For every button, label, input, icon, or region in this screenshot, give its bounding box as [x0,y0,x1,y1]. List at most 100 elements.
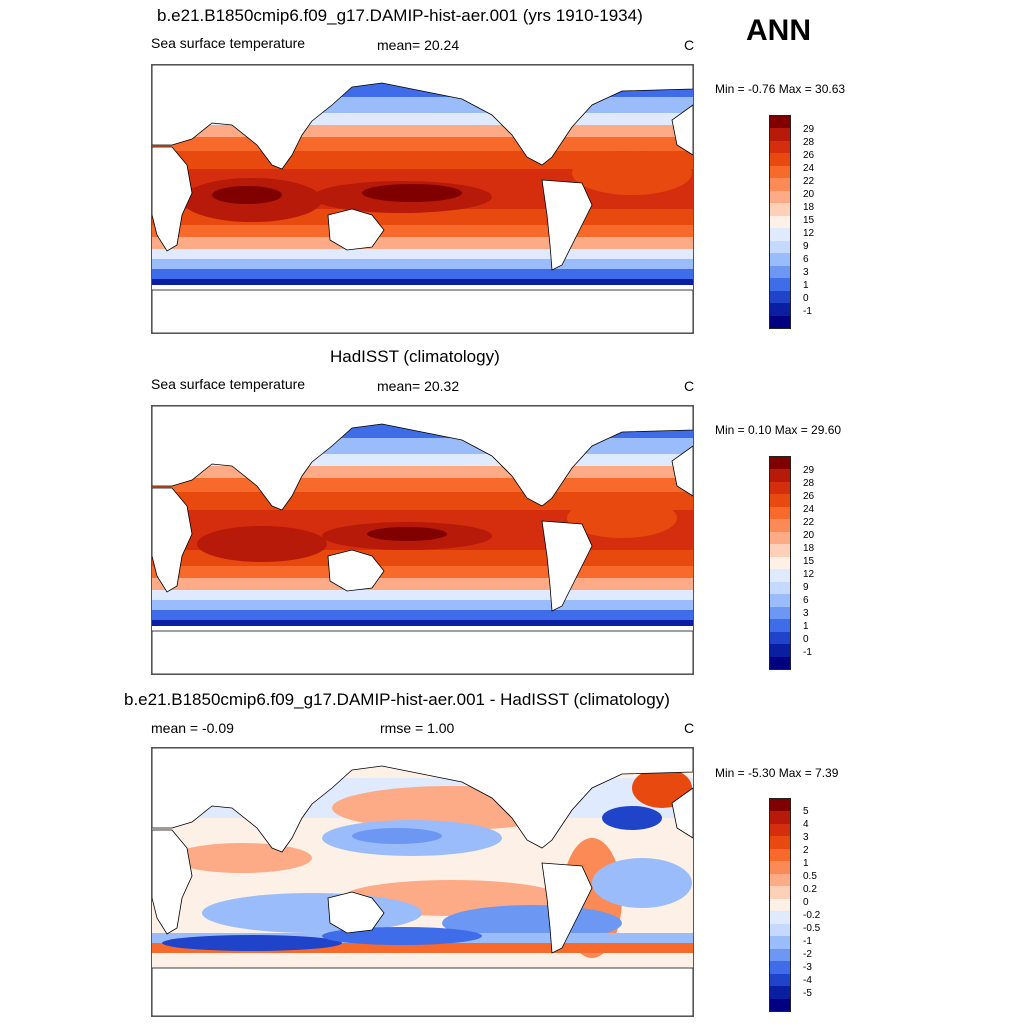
colorbar-segment [770,494,790,507]
colorbar-tick-label: -2 [803,949,812,960]
colorbar-tick-label: 1 [803,858,809,869]
panel-1-map [151,64,694,334]
colorbar-segment [770,303,790,316]
colorbar-segment [770,848,790,862]
colorbar-segment [770,836,790,849]
colorbar-segment [770,936,790,949]
colorbar-segment [770,594,790,607]
colorbar-segment [770,961,790,974]
colorbar-segment [770,506,790,520]
colorbar-segment [770,619,790,632]
colorbar-tick-label: 3 [803,832,809,843]
colorbar-tick-label: 20 [803,530,815,541]
colorbar-segment [770,240,790,254]
colorbar-tick-label: 26 [803,150,815,161]
colorbar-tick-label: 12 [803,569,815,580]
colorbar-segment [770,140,790,154]
colorbar-tick-label: 3 [803,608,809,619]
panel-2-units-label: C [684,378,695,394]
panel-3-minmax-label: Min = -5.30 Max = 7.39 [715,766,839,780]
colorbar-tick-label: 0.2 [803,884,817,895]
colorbar-segment [770,531,790,545]
colorbar-segment [770,886,790,899]
colorbar-tick-label: 5 [803,806,809,817]
colorbar-tick-label: 9 [803,241,809,252]
colorbar-segment [770,290,790,304]
colorbar-segment [770,986,790,999]
colorbar-tick-label: 22 [803,517,815,528]
colorbar-tick-label: 0 [803,634,809,645]
colorbar-tick-label: 22 [803,176,815,187]
colorbar-segment [770,556,790,570]
panel-2-variable-label: Sea surface temperature [151,376,306,392]
panel-3-title: b.e21.B1850cmip6.f09_g17.DAMIP-hist-aer.… [124,690,670,709]
panel-3-units-label: C [684,720,695,736]
colorbar-segment [770,457,790,470]
colorbar-segment [770,315,790,328]
colorbar-tick-label: -4 [803,975,812,986]
colorbar-segment [770,544,790,557]
colorbar-tick-label: 20 [803,189,815,200]
colorbar-segment [770,178,790,191]
colorbar-tick-label: -1 [803,647,812,658]
panel-2-colorbar [769,456,791,670]
colorbar-tick-label: 0.5 [803,871,817,882]
colorbar-segment [770,631,790,645]
colorbar-segment [770,799,790,812]
panel-1-variable-label: Sea surface temperature [151,35,306,51]
colorbar-segment [770,253,790,266]
colorbar-tick-label: 0 [803,897,809,908]
colorbar-segment [770,656,790,669]
panel-3-mean-label: mean = -0.09 [151,720,234,736]
colorbar-segment [770,128,790,141]
panel-1-colorbar [769,115,791,329]
colorbar-tick-label: 6 [803,254,809,265]
panel-3-map [151,747,694,1017]
colorbar-tick-label: -1 [803,306,812,317]
colorbar-segment [770,203,790,216]
colorbar-tick-label: 15 [803,556,815,567]
colorbar-tick-label: 3 [803,267,809,278]
panel-1-title: b.e21.B1850cmip6.f09_g17.DAMIP-hist-aer.… [157,6,643,25]
colorbar-segment [770,569,790,582]
colorbar-tick-label: 18 [803,543,815,554]
panel-1-units-label: C [684,37,695,53]
colorbar-tick-label: 6 [803,595,809,606]
colorbar-segment [770,644,790,657]
colorbar-tick-label: 15 [803,215,815,226]
panel-1-coastlines [152,65,693,333]
colorbar-segment [770,823,790,837]
colorbar-tick-label: 29 [803,124,815,135]
colorbar-segment [770,948,790,962]
colorbar-tick-label: 1 [803,621,809,632]
colorbar-segment [770,215,790,229]
colorbar-segment [770,873,790,887]
colorbar-segment [770,165,790,179]
colorbar-segment [770,519,790,532]
season-label: ANN [746,14,811,47]
panel-2-title: HadISST (climatology) [330,347,500,366]
colorbar-segment [770,911,790,924]
colorbar-segment [770,973,790,987]
colorbar-tick-label: 24 [803,163,815,174]
colorbar-segment [770,898,790,912]
colorbar-tick-label: 24 [803,504,815,515]
colorbar-segment [770,923,790,937]
colorbar-segment [770,116,790,129]
panel-1-mean-label: mean= 20.24 [377,37,460,53]
colorbar-segment [770,811,790,824]
colorbar-segment [770,469,790,482]
panel-2-mean-label: mean= 20.32 [377,378,460,394]
colorbar-tick-label: 0 [803,293,809,304]
colorbar-segment [770,606,790,620]
colorbar-tick-label: 4 [803,819,809,830]
panel-3-coastlines [152,748,693,1016]
colorbar-tick-label: 28 [803,137,815,148]
colorbar-segment [770,265,790,279]
colorbar-tick-label: 18 [803,202,815,213]
colorbar-segment [770,581,790,595]
colorbar-tick-label: -5 [803,988,812,999]
colorbar-tick-label: -0.2 [803,910,821,921]
colorbar-tick-label: -0.5 [803,923,821,934]
colorbar-segment [770,190,790,204]
